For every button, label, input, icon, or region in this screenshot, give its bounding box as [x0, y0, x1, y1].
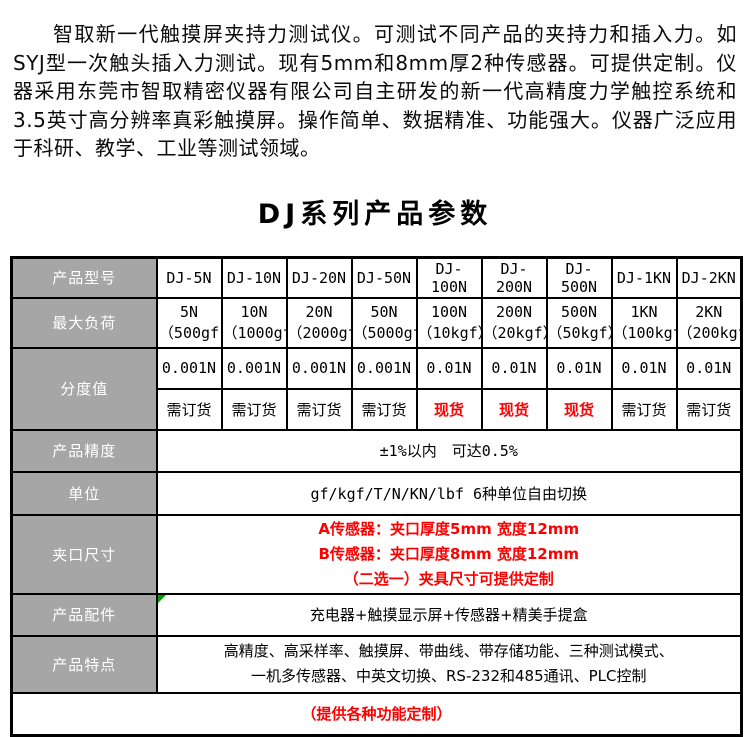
- row-features: 产品特点 高精度、高采样率、触摸屏、带曲线、带存储功能、三种测试模式、 一机多传…: [12, 636, 742, 693]
- model-cell: DJ-200N: [482, 257, 547, 298]
- accessories-value: 充电器+触摸显示屏+传感器+精美手提盒: [157, 594, 742, 636]
- availability-cell: 需订货: [352, 389, 417, 430]
- model-cell: DJ-500N: [547, 257, 612, 298]
- max-load-cell: 10N（1000gf: [222, 298, 287, 348]
- row-label-accuracy: 产品精度: [12, 430, 157, 472]
- units-value: gf/kgf/T/N/KN/lbf 6种单位自由切换: [157, 472, 742, 515]
- row-label-resolution: 分度值: [12, 348, 157, 430]
- row-model: 产品型号 DJ-5N DJ-10N DJ-20N DJ-50N DJ-100N …: [12, 257, 742, 298]
- resolution-cell: 0.001N: [352, 348, 417, 389]
- availability-cell: 需订货: [157, 389, 222, 430]
- max-load-cell: 100N（10kgf）: [417, 298, 482, 348]
- comment-marker-icon: [158, 595, 166, 603]
- model-cell: DJ-5N: [157, 257, 222, 298]
- row-label-model: 产品型号: [12, 257, 157, 298]
- model-cell: DJ-1KN: [612, 257, 677, 298]
- availability-cell: 需订货: [222, 389, 287, 430]
- resolution-cell: 0.01N: [612, 348, 677, 389]
- max-load-cell: 2KN（200kgf: [677, 298, 742, 348]
- max-load-cell: 50N（5000gf: [352, 298, 417, 348]
- row-label-units: 单位: [12, 472, 157, 515]
- model-cell: DJ-50N: [352, 257, 417, 298]
- jaw-size-value: A传感器：夹口厚度5mm 宽度12mm B传感器：夹口厚度8mm 宽度12mm …: [157, 515, 742, 594]
- row-accessories: 产品配件 充电器+触摸显示屏+传感器+精美手提盒: [12, 594, 742, 636]
- row-label-jaw-size: 夹口尺寸: [12, 515, 157, 594]
- max-load-cell: 200N（20kgf）: [482, 298, 547, 348]
- availability-cell: 需订货: [677, 389, 742, 430]
- availability-cell: 需订货: [287, 389, 352, 430]
- row-jaw-size: 夹口尺寸 A传感器：夹口厚度5mm 宽度12mm B传感器：夹口厚度8mm 宽度…: [12, 515, 742, 594]
- availability-cell: 需订货: [612, 389, 677, 430]
- max-load-cell: 500N（50kgf）: [547, 298, 612, 348]
- resolution-cell: 0.01N: [547, 348, 612, 389]
- row-max-load: 最大负荷 5N（500gf 10N（1000gf 20N（2000gf 50N（…: [12, 298, 742, 348]
- custom-note: （提供各种功能定制）: [12, 693, 742, 736]
- resolution-cell: 0.01N: [417, 348, 482, 389]
- model-cell: DJ-20N: [287, 257, 352, 298]
- resolution-cell: 0.001N: [287, 348, 352, 389]
- resolution-cell: 0.001N: [222, 348, 287, 389]
- row-label-features: 产品特点: [12, 636, 157, 693]
- model-cell: DJ-100N: [417, 257, 482, 298]
- row-custom-note: （提供各种功能定制）: [12, 693, 742, 736]
- row-label-accessories: 产品配件: [12, 594, 157, 636]
- max-load-cell: 20N（2000gf: [287, 298, 352, 348]
- model-cell: DJ-2KN: [677, 257, 742, 298]
- features-value: 高精度、高采样率、触摸屏、带曲线、带存储功能、三种测试模式、 一机多传感器、中英…: [157, 636, 742, 693]
- page-title: DJ系列产品参数: [0, 192, 750, 231]
- availability-cell-in-stock: 现货: [417, 389, 482, 430]
- row-label-max-load: 最大负荷: [12, 298, 157, 348]
- model-cell: DJ-10N: [222, 257, 287, 298]
- accuracy-value: ±1%以内 可达0.5%: [157, 430, 742, 472]
- spec-table: 产品型号 DJ-5N DJ-10N DJ-20N DJ-50N DJ-100N …: [10, 256, 743, 737]
- intro-paragraph: 智取新一代触摸屏夹持力测试仪。可测试不同产品的夹持力和插入力。如SYJ型一次触头…: [13, 20, 737, 163]
- row-units: 单位 gf/kgf/T/N/KN/lbf 6种单位自由切换: [12, 472, 742, 515]
- resolution-cell: 0.001N: [157, 348, 222, 389]
- max-load-cell: 5N（500gf: [157, 298, 222, 348]
- availability-cell-in-stock: 现货: [547, 389, 612, 430]
- resolution-cell: 0.01N: [482, 348, 547, 389]
- row-resolution: 分度值 0.001N 0.001N 0.001N 0.001N 0.01N 0.…: [12, 348, 742, 389]
- resolution-cell: 0.01N: [677, 348, 742, 389]
- row-accuracy: 产品精度 ±1%以内 可达0.5%: [12, 430, 742, 472]
- max-load-cell: 1KN（100kgf: [612, 298, 677, 348]
- availability-cell-in-stock: 现货: [482, 389, 547, 430]
